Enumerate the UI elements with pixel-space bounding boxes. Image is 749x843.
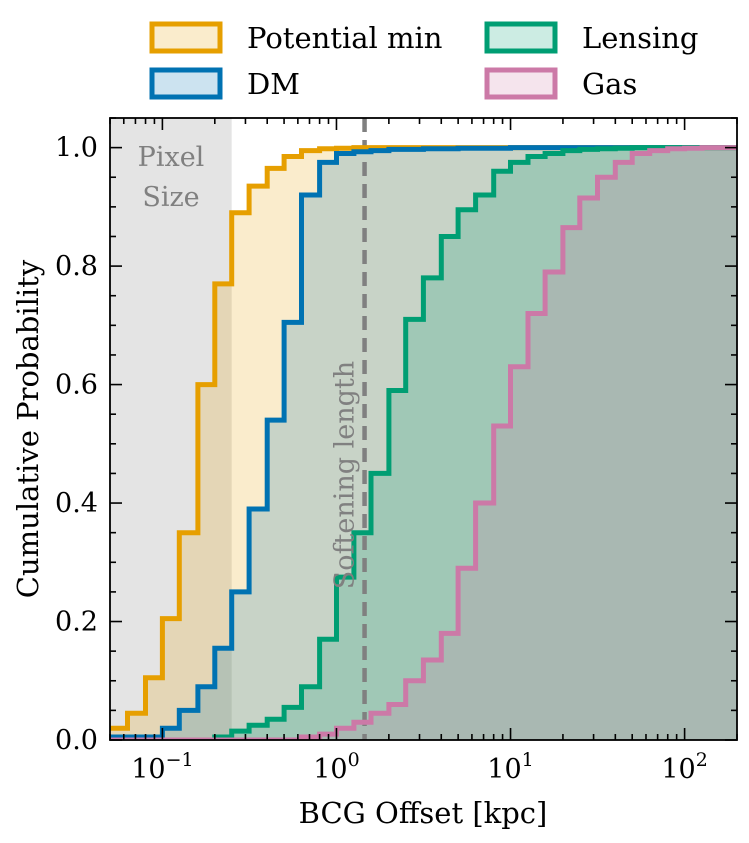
y-tick-label: 0.8 xyxy=(55,251,98,282)
series-fill-lensing xyxy=(110,147,737,740)
y-tick-label: 0.0 xyxy=(55,725,98,756)
legend-swatch-potential-min xyxy=(149,21,223,54)
legend-label-lensing: Lensing xyxy=(582,21,699,55)
x-axis-label: BCG Offset [kpc] xyxy=(299,796,548,830)
y-tick-label: 0.2 xyxy=(55,607,98,638)
plot-area xyxy=(110,118,737,740)
legend-label-gas: Gas xyxy=(582,67,637,101)
legend-label-potential-min: Potential min xyxy=(247,21,442,55)
pixel-size-band xyxy=(110,118,232,740)
x-tick-label: 101 xyxy=(487,749,533,785)
pixel-size-label-line2: Size xyxy=(142,182,199,213)
y-tick-label: 0.4 xyxy=(55,488,98,519)
y-axis-ticks: 0.0 0.2 0.4 0.6 0.8 1.0 xyxy=(55,117,737,756)
series-fills xyxy=(110,147,737,740)
series-line-gas xyxy=(110,145,737,740)
pixel-size-label: Pixel xyxy=(138,142,205,173)
softening-length-label: Softening length xyxy=(330,361,361,589)
series-fill-potential-min xyxy=(110,147,737,740)
series-line-lensing xyxy=(110,145,737,740)
legend-swatch-lensing xyxy=(484,21,558,54)
x-tick-label: 100 xyxy=(313,749,359,785)
series-lines xyxy=(110,145,737,740)
y-tick-label: 0.6 xyxy=(55,370,98,401)
legend-item-gas: Gas xyxy=(484,67,637,101)
series-fill-gas xyxy=(110,147,737,740)
legend-label-dm: DM xyxy=(247,67,300,101)
legend-item-potential-min: Potential min xyxy=(149,21,442,55)
legend-swatch-gas xyxy=(484,67,558,100)
legend-item-lensing: Lensing xyxy=(484,21,699,55)
y-tick-label: 1.0 xyxy=(55,133,98,164)
x-tick-label: 10−1 xyxy=(131,749,193,785)
series-line-dm xyxy=(110,145,737,740)
y-axis-label: Cumulative Probability xyxy=(11,259,45,598)
x-tick-label: 102 xyxy=(661,749,707,785)
x-axis-ticks: 10−1 100 101 102 xyxy=(109,118,738,785)
legend-swatch-dm xyxy=(149,67,223,100)
series-fill-dm xyxy=(110,147,737,740)
plot-frame xyxy=(109,117,738,741)
legend-item-dm: DM xyxy=(149,67,300,101)
legend: Potential min DM Lensing Gas xyxy=(149,21,699,101)
